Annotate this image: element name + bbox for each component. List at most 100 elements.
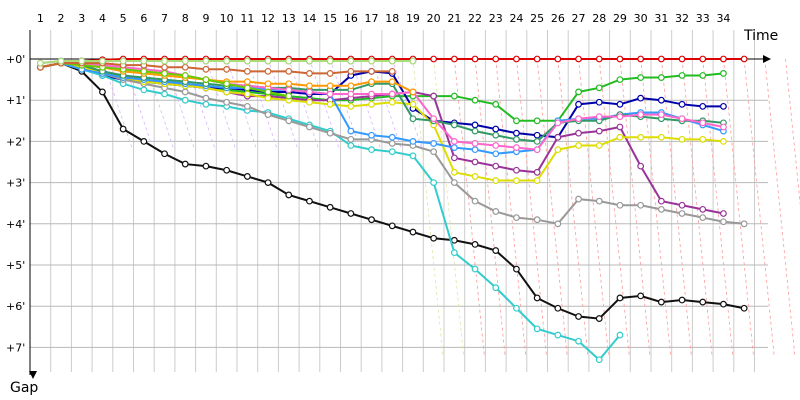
x-tick-label: 26 [551, 12, 565, 25]
data-point [554, 220, 562, 228]
data-point [450, 168, 458, 176]
data-point [161, 90, 168, 98]
data-point [450, 154, 458, 162]
lap-guide-line [329, 58, 361, 150]
data-point [471, 55, 479, 63]
data-point [306, 98, 313, 106]
data-point [678, 201, 686, 209]
data-point [513, 129, 520, 137]
x-tick-label: 16 [344, 12, 358, 25]
data-point [264, 57, 272, 65]
data-point [533, 216, 541, 224]
data-point [409, 228, 417, 236]
data-point [140, 86, 148, 94]
lap-guide-line [288, 58, 320, 150]
data-point [471, 146, 479, 154]
data-point [554, 119, 562, 127]
data-point [616, 133, 624, 141]
data-point [471, 140, 479, 147]
data-point [326, 203, 334, 211]
data-point [202, 162, 210, 170]
data-point [492, 284, 500, 292]
data-point [678, 55, 686, 63]
data-point [554, 133, 562, 141]
data-point [202, 57, 210, 65]
data-point [430, 234, 438, 242]
y-tick-label: +4' [6, 218, 25, 231]
data-point [720, 300, 727, 308]
data-point [471, 96, 479, 104]
data-point [264, 67, 272, 75]
y-tick-label: +7' [6, 341, 25, 354]
x-tick-label: 15 [323, 12, 337, 25]
data-point [575, 195, 582, 203]
lap-guide-line [350, 58, 382, 150]
lap-guide-line [640, 58, 672, 356]
x-tick-label: 6 [140, 12, 147, 25]
data-point [533, 294, 541, 302]
data-point [554, 146, 562, 154]
x-tick-label: 28 [592, 12, 606, 25]
data-point [554, 304, 562, 312]
data-point [513, 117, 520, 125]
data-point [306, 197, 313, 205]
data-point [699, 205, 707, 213]
lap-guide-line [702, 58, 734, 356]
data-point [36, 59, 44, 67]
data-point [181, 160, 189, 168]
data-point [430, 115, 438, 123]
x-tick-label: 1 [37, 12, 44, 25]
data-point [223, 80, 231, 88]
data-point [430, 179, 438, 187]
data-point [388, 90, 396, 98]
lap-guide-line [246, 58, 278, 150]
data-point [326, 57, 334, 65]
x-tick-label: 9 [202, 12, 209, 25]
lap-guide-line [391, 58, 423, 150]
data-point [678, 210, 686, 217]
data-point [450, 137, 458, 145]
y-tick-label: +2' [6, 135, 25, 148]
data-point [720, 55, 727, 63]
data-point [720, 102, 727, 110]
data-point [430, 92, 438, 100]
data-point [368, 57, 375, 65]
x-tick-label: 10 [220, 12, 234, 25]
x-tick-label: 34 [716, 12, 730, 25]
lap-guide-line [102, 58, 133, 150]
data-point [595, 127, 603, 135]
data-point [347, 102, 355, 110]
data-point [368, 131, 375, 139]
data-point [285, 117, 293, 125]
data-point [347, 142, 355, 149]
data-point [99, 57, 106, 65]
data-point [575, 313, 582, 320]
data-point [471, 197, 479, 205]
data-point [657, 205, 665, 213]
data-point [202, 100, 210, 108]
data-point [740, 55, 748, 63]
data-point [533, 131, 541, 139]
data-point [409, 115, 417, 123]
data-point [264, 111, 272, 119]
data-point [223, 166, 231, 174]
data-point [616, 331, 624, 339]
data-point [492, 150, 500, 158]
lap-guide-line [723, 58, 754, 356]
data-point [554, 55, 562, 63]
data-point [450, 55, 458, 63]
lap-guide-line [122, 58, 154, 150]
data-point [181, 72, 189, 79]
data-point [657, 55, 665, 63]
data-point [595, 55, 603, 63]
data-point [450, 121, 458, 129]
data-point [450, 144, 458, 151]
data-point [409, 88, 417, 96]
data-point [430, 140, 438, 147]
data-point [326, 82, 334, 90]
data-point [119, 125, 127, 133]
data-point [595, 98, 603, 106]
data-point [575, 115, 582, 123]
data-point [637, 162, 645, 170]
x-axis-title: Time [743, 28, 778, 44]
